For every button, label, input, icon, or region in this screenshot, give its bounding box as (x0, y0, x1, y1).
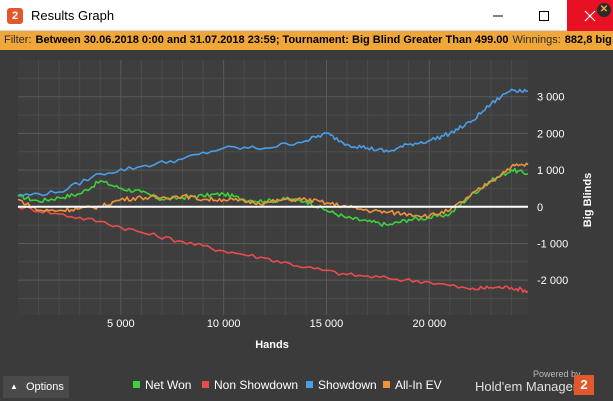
legend-item-all-in-ev[interactable]: All-In EV (383, 378, 442, 392)
graph-area: 5 000 10 000 15 000 20 000 3 000 2 000 1 000 0… (0, 51, 613, 371)
legend-label: All-In EV (395, 378, 442, 392)
minimize-button[interactable] (475, 0, 521, 31)
x-axis-ticks: 5 000 10 000 15 000 20 000 (107, 318, 446, 330)
series-line-showdown (17, 88, 529, 197)
legend-item-showdown[interactable]: Showdown (306, 378, 377, 392)
x-tick-label: 15 000 (310, 318, 344, 330)
legend-swatch (306, 381, 313, 388)
x-tick-label: 5 000 (107, 318, 135, 330)
legend-swatch (383, 381, 390, 388)
filter-label: Filter: (4, 34, 32, 46)
y-tick-label: 0 (537, 202, 543, 214)
legend-label: Non Showdown (214, 378, 299, 392)
winnings-label: Winnings: (512, 34, 561, 46)
filter-value: Between 30.06.2018 0:00 and 31.07.2018 2… (35, 34, 509, 46)
close-icon (584, 10, 596, 22)
minimize-icon (493, 15, 503, 17)
window-title: Results Graph (31, 8, 115, 23)
x-tick-label: 20 000 (412, 318, 446, 330)
brand-name: Hold'em Manager (475, 379, 578, 394)
y-tick-label: -1 000 (537, 238, 568, 250)
results-chart: 5 000 10 000 15 000 20 000 3 000 2 000 1 000 0… (0, 51, 613, 371)
filter-bar: Filter: Between 30.06.2018 0:00 and 31.07… (0, 31, 613, 51)
legend-item-net-won[interactable]: Net Won (133, 378, 191, 392)
x-tick-label: 10 000 (207, 318, 241, 330)
legend-label: Net Won (145, 378, 192, 392)
app-logo-icon: 2 (7, 8, 23, 24)
y-tick-label: 2 000 (537, 128, 565, 140)
winnings-value: 882,8 big blinds (564, 34, 613, 46)
maximize-icon (539, 11, 549, 21)
y-tick-label: 3 000 (537, 92, 565, 104)
maximize-button[interactable] (521, 0, 567, 31)
legend-swatch (202, 381, 209, 388)
y-axis-ticks: 3 000 2 000 1 000 0 -1 000 -2 000 (537, 92, 568, 287)
grid-lines (18, 60, 528, 315)
y-tick-label: 1 000 (537, 165, 565, 177)
series-line-all-in-ev (17, 162, 529, 219)
options-button[interactable]: ▲ Options (3, 376, 69, 398)
x-axis-title: Hands (255, 339, 289, 351)
series-line-non-showdown (17, 206, 529, 294)
caret-up-icon: ▲ (10, 382, 18, 391)
series-lines (17, 88, 529, 294)
plot-background (18, 60, 528, 315)
legend-label: Showdown (318, 378, 377, 392)
y-axis-title: Big Blinds (582, 173, 594, 227)
powered-by-text: Powered by (533, 369, 581, 379)
y-tick-label: -2 000 (537, 275, 568, 287)
legend-item-non-showdown[interactable]: Non Showdown (202, 378, 298, 392)
filter-close-button[interactable]: ✕ (597, 3, 611, 17)
options-label: Options (26, 381, 64, 393)
brand-logo-icon: 2 (574, 375, 594, 395)
title-bar: 2 Results Graph (0, 0, 613, 31)
legend-swatch (133, 381, 140, 388)
